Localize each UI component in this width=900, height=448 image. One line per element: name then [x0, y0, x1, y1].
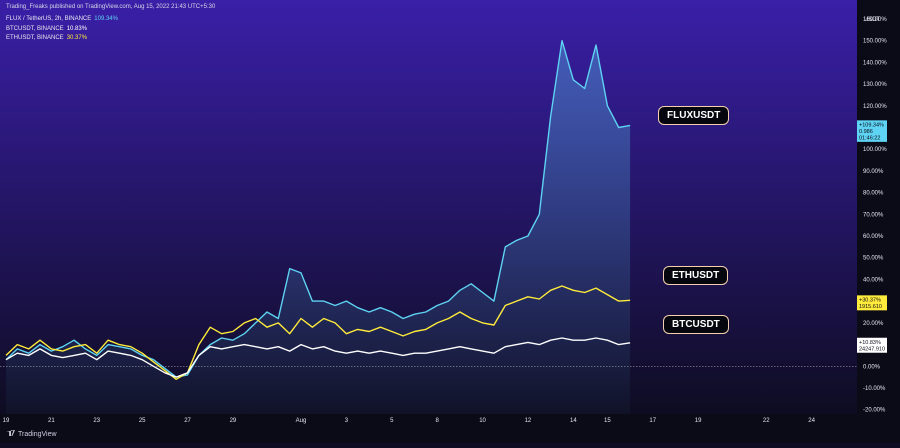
series-line-eth[interactable]	[5, 285, 631, 380]
tradingview-logo-icon	[6, 430, 15, 436]
tradingview-watermark[interactable]: TradingView	[6, 430, 57, 438]
x-tick-label: 12	[525, 418, 532, 424]
legend-btc-value: 10.83%	[66, 26, 88, 32]
annotation-ethusdt: ETHUSDT	[663, 266, 729, 285]
price-tag-eth	[857, 295, 887, 311]
y-tick-label: 160.00%	[863, 17, 887, 23]
y-tick-label: 130.00%	[863, 82, 887, 88]
price-tag-text: 01:46:22	[859, 135, 880, 141]
y-tick-label: -20.00%	[863, 408, 886, 414]
x-tick-label: 24	[808, 418, 815, 424]
y-axis-unit: USDT	[864, 17, 881, 23]
x-axis-strip[interactable]	[0, 414, 900, 443]
series-line-flux[interactable]	[5, 40, 631, 378]
tradingview-brand: TradingView	[18, 431, 57, 438]
x-tick-label: 23	[93, 418, 100, 424]
y-tick-label: 150.00%	[863, 39, 887, 45]
y-tick-label: 60.00%	[863, 234, 884, 240]
price-tag-flux	[857, 120, 887, 142]
x-tick-label: 17	[649, 418, 656, 424]
price-tag-text: +30.37%	[859, 297, 881, 303]
x-tick-label: 3	[345, 418, 349, 424]
annotation-btcusdt: BTCUSDT	[663, 315, 729, 334]
x-tick-label: 19	[3, 418, 10, 424]
x-tick-label: 21	[48, 418, 55, 424]
legend-eth-label: ETHUSDT, BINANCE	[6, 35, 64, 41]
y-tick-label: 50.00%	[863, 256, 884, 262]
flux-area-fill	[6, 40, 631, 414]
legend-flux-value: 109.34%	[94, 16, 118, 22]
x-tick-label: 5	[390, 418, 394, 424]
x-tick-label: 15	[604, 418, 611, 424]
y-tick-label: 70.00%	[863, 212, 884, 218]
price-tag-btc	[857, 337, 887, 353]
price-tag-text: +10.83%	[859, 340, 881, 346]
annotation-fluxusdt: FLUXUSDT	[658, 106, 730, 125]
price-tag-text: 24247.910	[859, 346, 885, 352]
legend-eth: ETHUSDT, BINANCE 30.37%	[6, 35, 87, 41]
x-tick-label: 22	[763, 418, 770, 424]
price-tag-text: 1915.610	[859, 304, 882, 310]
x-tick-label: 14	[570, 418, 577, 424]
y-tick-label: -10.00%	[863, 386, 886, 392]
price-tag-text: +109.34%	[859, 122, 884, 128]
x-tick-label: 25	[139, 418, 146, 424]
y-tick-label: 20.00%	[863, 321, 884, 327]
legend-btc-label: BTCUSDT, BINANCE	[6, 26, 64, 32]
x-tick-label: 10	[479, 418, 486, 424]
y-tick-label: 80.00%	[863, 191, 884, 197]
legend-flux: FLUX / TetherUS, 2h, BINANCE 109.34%	[6, 16, 118, 22]
price-tag-text: 0.986	[859, 129, 873, 135]
y-tick-label: 0.00%	[863, 364, 881, 370]
x-tick-label: 19	[695, 418, 702, 424]
legend-eth-value: 30.37%	[66, 35, 88, 41]
y-tick-label: 40.00%	[863, 277, 884, 283]
x-tick-label: 8	[436, 418, 440, 424]
legend-btc: BTCUSDT, BINANCE 10.83%	[6, 26, 87, 32]
x-tick-label: 29	[230, 418, 237, 424]
x-tick-label: 27	[184, 418, 191, 424]
y-axis-strip[interactable]	[857, 0, 900, 443]
y-tick-label: 140.00%	[863, 60, 887, 66]
series-line-btc[interactable]	[5, 337, 631, 378]
legend-flux-label: FLUX / TetherUS, 2h, BINANCE	[6, 16, 92, 22]
y-tick-label: 100.00%	[863, 147, 887, 153]
x-tick-label: Aug	[296, 418, 307, 424]
y-tick-label: 90.00%	[863, 169, 884, 175]
y-tick-label: 120.00%	[863, 104, 887, 110]
publish-header: Trading_Freaks published on TradingView.…	[6, 4, 216, 10]
